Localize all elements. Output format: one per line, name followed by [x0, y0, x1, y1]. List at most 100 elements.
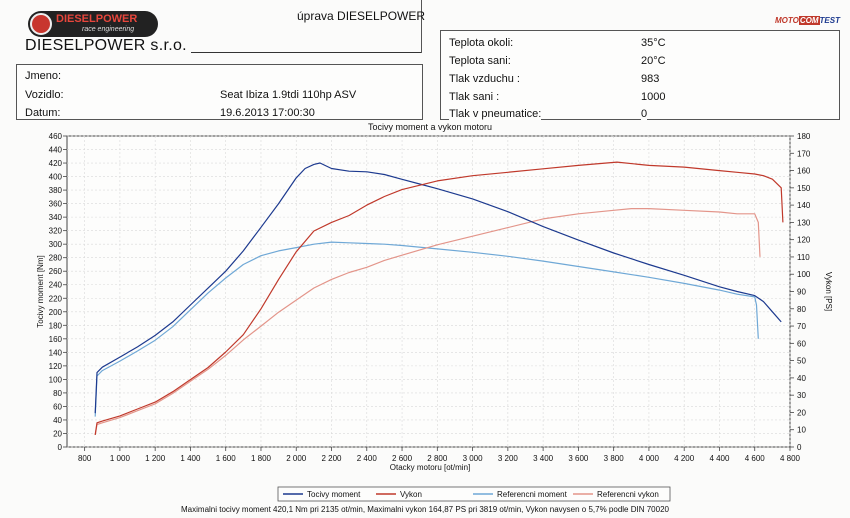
- condition-value: 1000: [641, 91, 666, 103]
- conditions-box: [440, 30, 840, 120]
- plot-area: [66, 135, 791, 448]
- y2-tick-label: 120: [797, 236, 811, 245]
- y-tick-label: 360: [49, 200, 63, 209]
- y2-tick-label: 140: [797, 201, 811, 210]
- condition-label: Teplota okoli:: [449, 37, 514, 49]
- y-tick-label: 300: [49, 240, 63, 249]
- logo-tagline: race engineering: [82, 26, 135, 33]
- y-tick-label: 120: [49, 362, 63, 371]
- y2-tick-label: 10: [797, 426, 806, 435]
- y-tick-label: 380: [49, 186, 63, 195]
- x-axis-label: Otacky motoru [ot/min]: [390, 463, 470, 472]
- series-line-tocivy-moment: [94, 162, 782, 414]
- dieselpower-logo: DIESELPOWER race engineering: [28, 11, 158, 37]
- y2-tick-label: 180: [797, 132, 811, 141]
- y2-tick-label: 40: [797, 374, 806, 383]
- motocomtest-logo: MOTOCOMTEST: [775, 16, 840, 27]
- y-tick-label: 200: [49, 308, 63, 317]
- x-tick-label: 4 600: [745, 454, 766, 463]
- y-tick-label: 60: [53, 402, 62, 411]
- logo-brand-text: DIESELPOWER: [56, 13, 138, 25]
- y-tick-label: 320: [49, 227, 63, 236]
- y2-tick-label: 70: [797, 322, 806, 331]
- date-value: 19.6.2013 17:00:30: [220, 107, 315, 119]
- y-tick-label: 260: [49, 267, 63, 276]
- condition-label: Tlak vzduchu :: [449, 73, 520, 85]
- vehicle-label: Vozidlo:: [25, 89, 64, 101]
- y-tick-label: 420: [49, 159, 63, 168]
- y-axis-label: Tocivy moment [Nm]: [36, 255, 45, 327]
- x-tick-label: 3 400: [533, 454, 554, 463]
- x-tick-label: 2 400: [357, 454, 378, 463]
- y-tick-label: 280: [49, 254, 63, 263]
- x-tick-label: 2 000: [286, 454, 307, 463]
- y2-tick-label: 160: [797, 167, 811, 176]
- series-line-referencni-vykon: [94, 208, 761, 436]
- x-tick-label: 1 800: [251, 454, 272, 463]
- y2-tick-label: 0: [797, 443, 802, 452]
- x-tick-label: 3 600: [568, 454, 589, 463]
- y2-tick-label: 100: [797, 270, 811, 279]
- chart-title: Tocivy moment a vykon motoru: [368, 122, 492, 132]
- x-tick-label: 1 400: [180, 454, 201, 463]
- y-tick-label: 80: [53, 389, 62, 398]
- y-tick-label: 160: [49, 335, 63, 344]
- condition-value: 20°C: [641, 55, 666, 67]
- x-tick-label: 4 000: [639, 454, 660, 463]
- x-tick-label: 4 400: [709, 454, 730, 463]
- y2-tick-label: 170: [797, 149, 811, 158]
- y-tick-label: 400: [49, 173, 63, 182]
- x-tick-label: 3 000: [463, 454, 484, 463]
- logo-com-text: COM: [798, 16, 820, 25]
- legend-label: Vykon: [400, 490, 422, 499]
- logo-moto-text: MOTO: [775, 16, 799, 25]
- condition-label: Teplota sani:: [449, 55, 511, 67]
- x-tick-label: 4 800: [780, 454, 801, 463]
- x-tick-label: 1 000: [110, 454, 131, 463]
- date-label: Datum:: [25, 107, 61, 119]
- condition-value: 35°C: [641, 37, 666, 49]
- name-label: Jmeno:: [25, 70, 62, 82]
- x-tick-label: 3 800: [604, 454, 625, 463]
- logo-emblem-icon: [30, 13, 52, 35]
- condition-label: Tlak sani :: [449, 91, 500, 103]
- y-tick-label: 20: [53, 429, 62, 438]
- x-tick-label: 3 200: [498, 454, 519, 463]
- vehicle-value: Seat Ibiza 1.9tdi 110hp ASV: [220, 89, 357, 101]
- x-tick-label: 4 200: [674, 454, 695, 463]
- y-tick-label: 140: [49, 348, 63, 357]
- company-name: DIESELPOWER s.r.o.: [25, 37, 187, 54]
- y-tick-label: 460: [49, 132, 63, 141]
- legend-label: Tocivy moment: [307, 490, 361, 499]
- y2-tick-label: 150: [797, 184, 811, 193]
- series-line-referencni-moment: [94, 241, 759, 417]
- x-tick-label: 2 200: [321, 454, 342, 463]
- y-tick-label: 100: [49, 375, 63, 384]
- y2-tick-label: 50: [797, 357, 806, 366]
- x-tick-label: 800: [78, 454, 92, 463]
- y-tick-label: 40: [53, 416, 62, 425]
- y2-tick-label: 130: [797, 218, 811, 227]
- y-tick-label: 240: [49, 281, 63, 290]
- y-tick-label: 220: [49, 294, 63, 303]
- logo-test-text: TEST: [819, 16, 840, 25]
- x-tick-label: 1 200: [145, 454, 166, 463]
- y2-tick-label: 20: [797, 408, 806, 417]
- vehicle-info-box: [16, 64, 423, 120]
- y2-tick-label: 110: [797, 253, 810, 262]
- company-underline: [191, 52, 421, 53]
- condition-value: 983: [641, 73, 660, 85]
- y-tick-label: 180: [49, 321, 63, 330]
- condition-label: Tlak v pneumatice:: [449, 108, 542, 120]
- x-tick-label: 1 600: [216, 454, 237, 463]
- y2-axis-label: Vykon [PS]: [824, 272, 833, 311]
- y2-tick-label: 30: [797, 391, 806, 400]
- x-tick-label: 2 800: [427, 454, 448, 463]
- y-tick-label: 440: [49, 146, 63, 155]
- x-tick-label: 2 600: [392, 454, 413, 463]
- condition-value: 0: [641, 108, 648, 120]
- legend-label: Referencni moment: [497, 490, 568, 499]
- y2-tick-label: 80: [797, 305, 806, 314]
- y-tick-label: 340: [49, 213, 63, 222]
